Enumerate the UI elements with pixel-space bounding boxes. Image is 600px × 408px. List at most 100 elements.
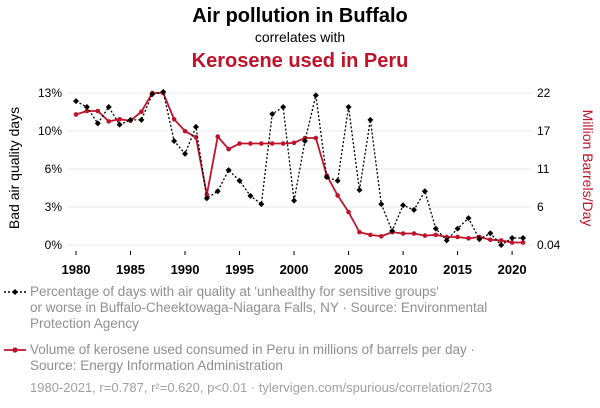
- data-point: [357, 229, 362, 235]
- data-point: [345, 104, 352, 111]
- x-tick-label: 2015: [443, 262, 472, 277]
- data-point: [226, 146, 231, 152]
- data-point: [466, 236, 471, 241]
- data-point: [465, 215, 472, 222]
- left-tick-label: 13%: [38, 86, 62, 100]
- data-point: [247, 192, 254, 199]
- data-point: [487, 237, 493, 243]
- x-axis-ticks: 1980 1985 1990 1995 2000 2005 2010 2015 2020: [62, 251, 527, 277]
- right-tick-label: 11: [537, 162, 550, 176]
- legend-swatch-marker: [12, 289, 18, 295]
- data-point: [432, 225, 439, 232]
- data-point: [160, 88, 167, 95]
- x-tick-label: 2000: [280, 262, 309, 277]
- x-tick-label: 2010: [389, 262, 418, 277]
- chart-title-secondary: Kerosene used in Peru: [192, 50, 409, 72]
- legend-item1-line2: or worse in Buffalo-Cheektowaga-Niagara …: [30, 300, 487, 315]
- data-point: [182, 150, 189, 157]
- legend-item-kerosene: Volume of kerosene used consumed in Peru…: [4, 342, 475, 373]
- data-point: [444, 234, 449, 240]
- data-point: [509, 234, 516, 241]
- data-point: [149, 91, 156, 98]
- data-point: [280, 104, 287, 111]
- right-tick-label: 0.04: [537, 238, 561, 252]
- data-point: [422, 233, 428, 238]
- data-point: [509, 240, 515, 245]
- data-point: [301, 137, 308, 144]
- legend: Percentage of days with air quality at '…: [4, 284, 487, 373]
- data-point: [237, 141, 242, 146]
- data-point: [378, 201, 385, 208]
- series-kerosene: [73, 90, 526, 245]
- x-tick-label: 1980: [62, 262, 91, 277]
- legend-item1-line3: Protection Agency: [30, 316, 139, 331]
- data-point: [334, 177, 341, 184]
- data-point: [520, 240, 526, 245]
- right-tick-label: 22: [537, 86, 551, 100]
- data-point: [368, 232, 373, 238]
- legend-item-air-quality: Percentage of days with air quality at '…: [4, 284, 487, 331]
- data-point: [312, 92, 319, 99]
- legend-item2-line1: Volume of kerosene used consumed in Peru…: [30, 342, 475, 357]
- data-point: [203, 195, 210, 202]
- data-point: [117, 117, 122, 122]
- left-axis-ticks: 0% 3% 6% 10% 13%: [38, 86, 62, 252]
- x-tick-label: 1990: [171, 262, 200, 277]
- data-point: [313, 135, 319, 141]
- data-point: [400, 231, 406, 236]
- data-point: [127, 116, 134, 123]
- data-point: [323, 174, 330, 181]
- right-axis-ticks: 0.04 6 11 17 22: [537, 86, 561, 252]
- data-point: [411, 231, 417, 236]
- data-point: [84, 108, 90, 114]
- data-point: [225, 167, 232, 174]
- legend-swatch-marker: [12, 347, 18, 353]
- data-point: [73, 98, 79, 105]
- right-tick-label: 17: [537, 124, 551, 138]
- data-point: [95, 108, 101, 114]
- data-point: [410, 206, 417, 213]
- data-point: [182, 128, 188, 134]
- x-tick-label: 1995: [225, 262, 254, 277]
- data-point: [269, 111, 276, 118]
- data-point: [258, 201, 265, 208]
- left-tick-label: 0%: [45, 238, 63, 252]
- data-point: [433, 232, 439, 238]
- data-point: [346, 209, 351, 215]
- data-point: [421, 188, 428, 195]
- series-air-quality: [73, 88, 526, 248]
- data-point: [520, 234, 526, 241]
- data-point: [498, 238, 504, 243]
- data-point: [83, 104, 90, 111]
- x-tick-label: 1985: [116, 262, 145, 277]
- data-point: [400, 202, 407, 209]
- right-axis-label: Million Barrels/Day: [580, 110, 596, 227]
- left-tick-label: 6%: [45, 162, 63, 176]
- data-point: [455, 234, 460, 240]
- data-point: [356, 187, 363, 194]
- data-point: [116, 121, 123, 128]
- right-tick-label: 6: [537, 200, 544, 214]
- left-tick-label: 10%: [38, 124, 62, 138]
- data-point: [291, 197, 298, 204]
- data-point: [248, 141, 253, 146]
- left-axis-label: Bad air quality days: [6, 107, 22, 229]
- data-point: [378, 233, 384, 239]
- data-point: [389, 227, 396, 234]
- data-point: [192, 123, 199, 130]
- series-line: [75, 91, 523, 246]
- data-point: [138, 116, 145, 123]
- data-point: [171, 137, 178, 144]
- data-point: [73, 112, 79, 117]
- data-point: [443, 237, 450, 244]
- data-point: [214, 188, 221, 195]
- data-point: [105, 104, 112, 111]
- data-point: [139, 109, 144, 114]
- data-point: [454, 225, 461, 232]
- data-point: [259, 141, 264, 146]
- data-point: [236, 177, 243, 184]
- data-point: [94, 120, 101, 127]
- data-point: [476, 236, 483, 243]
- data-point: [215, 134, 221, 139]
